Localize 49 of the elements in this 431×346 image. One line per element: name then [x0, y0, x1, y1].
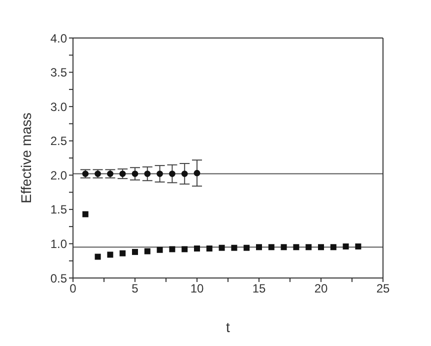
point: [119, 170, 126, 177]
point: [268, 244, 274, 250]
point: [355, 243, 362, 250]
point: [293, 244, 300, 250]
point: [82, 170, 89, 177]
point: [318, 244, 324, 250]
point: [244, 244, 250, 251]
point: [231, 244, 238, 251]
point: [144, 170, 151, 177]
point: [144, 248, 150, 254]
y-tick-label: 3.5: [50, 66, 68, 80]
y-tick-label: 1.0: [50, 236, 68, 251]
point: [82, 211, 88, 218]
y-tick-label: 1.5: [50, 202, 68, 217]
x-tick-label: 10: [190, 282, 204, 296]
point: [132, 248, 138, 255]
point: [194, 170, 200, 176]
point: [156, 170, 163, 177]
point: [194, 246, 200, 252]
y-tick-label: 2.0: [50, 168, 68, 182]
point: [156, 246, 163, 253]
point: [94, 170, 101, 177]
point: [306, 244, 312, 250]
point: [120, 250, 126, 256]
point: [342, 243, 349, 250]
point: [169, 246, 176, 252]
x-tick-label: 20: [314, 282, 328, 296]
point: [94, 254, 101, 260]
point: [218, 244, 225, 251]
point: [182, 246, 188, 252]
y-tick-label: 0.5: [50, 271, 68, 286]
point: [107, 252, 114, 258]
y-axis-title: Effective mass: [18, 112, 34, 204]
point: [256, 244, 262, 250]
point: [330, 244, 336, 250]
y-tick-label: 4.0: [50, 31, 68, 46]
point: [280, 244, 287, 250]
x-tick-label: 5: [132, 282, 139, 296]
y-tick-label: 2.5: [50, 134, 68, 148]
point: [169, 170, 176, 177]
point: [107, 170, 114, 177]
point: [206, 246, 212, 252]
point: [181, 170, 188, 177]
x-tick-label: 15: [252, 282, 266, 296]
x-tick-label: 0: [70, 282, 77, 296]
x-axis-title: t: [226, 319, 230, 335]
y-tick-label: 3.0: [50, 100, 68, 114]
x-tick-label: 25: [376, 282, 390, 296]
point: [132, 170, 138, 177]
